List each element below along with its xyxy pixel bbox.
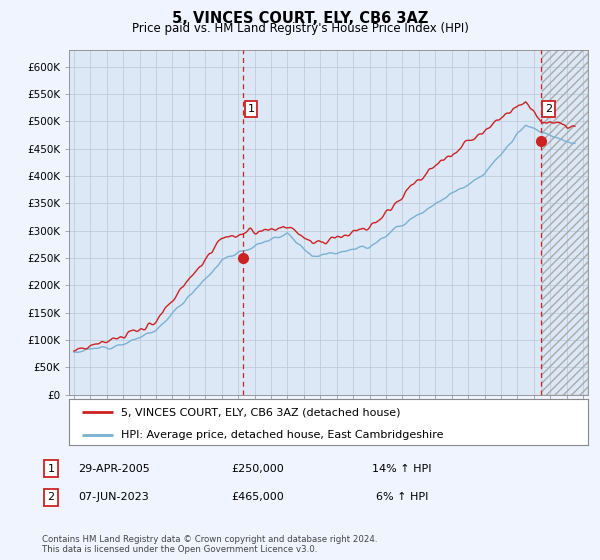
Text: 5, VINCES COURT, ELY, CB6 3AZ (detached house): 5, VINCES COURT, ELY, CB6 3AZ (detached … xyxy=(121,407,400,417)
Text: 5, VINCES COURT, ELY, CB6 3AZ: 5, VINCES COURT, ELY, CB6 3AZ xyxy=(172,11,428,26)
Text: 6% ↑ HPI: 6% ↑ HPI xyxy=(376,492,428,502)
Text: Contains HM Land Registry data © Crown copyright and database right 2024.
This d: Contains HM Land Registry data © Crown c… xyxy=(42,535,377,554)
Text: HPI: Average price, detached house, East Cambridgeshire: HPI: Average price, detached house, East… xyxy=(121,430,443,440)
Text: 1: 1 xyxy=(248,104,254,114)
Text: 2: 2 xyxy=(47,492,55,502)
Text: 14% ↑ HPI: 14% ↑ HPI xyxy=(372,464,432,474)
Text: 29-APR-2005: 29-APR-2005 xyxy=(78,464,150,474)
Text: 07-JUN-2023: 07-JUN-2023 xyxy=(79,492,149,502)
Text: Price paid vs. HM Land Registry's House Price Index (HPI): Price paid vs. HM Land Registry's House … xyxy=(131,22,469,35)
Text: 1: 1 xyxy=(47,464,55,474)
Text: 2: 2 xyxy=(545,104,552,114)
Text: £250,000: £250,000 xyxy=(232,464,284,474)
Text: £465,000: £465,000 xyxy=(232,492,284,502)
